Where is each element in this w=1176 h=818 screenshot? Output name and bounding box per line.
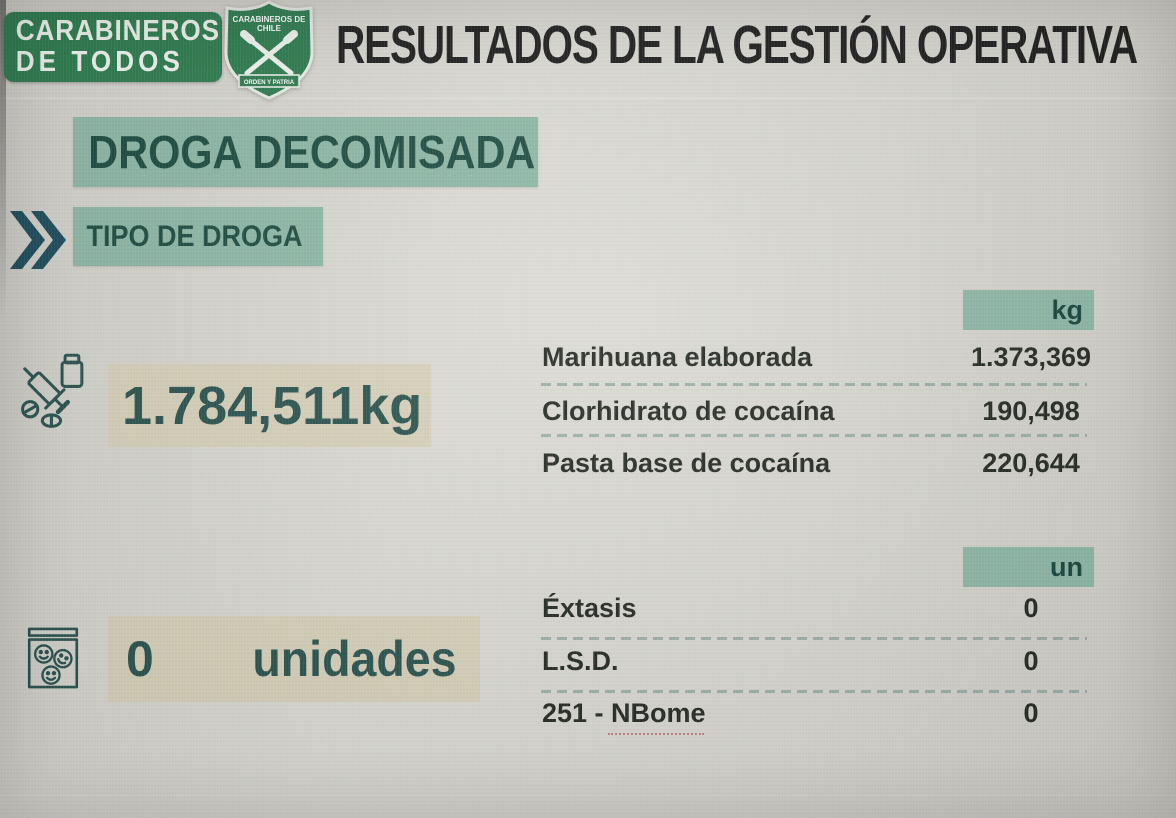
table-row-label: Éxtasis [542,593,637,623]
subheader-tipo-de-droga: TIPO DE DROGA [73,207,323,266]
photo-crease [0,794,1176,796]
total-kg-summary: 1.784,511 kg [108,364,431,447]
badge-arc-text-1: CARABINEROS DE [233,15,307,24]
table-row-label: Marihuana elaborada [542,342,813,372]
total-units-summary: 0 unidades [108,616,480,702]
badge-arc-text-2: CHILE [257,24,282,33]
units-column-header: un [963,547,1094,587]
carabineros-badge-icon: CARABINEROS DE CHILE ORDEN Y PATRIA [224,0,314,100]
smiley-pill [34,644,54,664]
table-row-label: 251 - NBome [542,698,706,728]
table-row-label: L.S.D. [542,646,619,676]
syringe-drugs-icon [21,353,84,428]
brand-line-2: DE TODOS [15,46,184,78]
section-header-label: DROGA DECOMISADA [88,126,536,178]
row-divider [541,690,1087,693]
table-row-value: 0 [1023,593,1039,623]
carabineros-brand-plate: CARABINEROS DE TODOS [4,12,222,82]
table-row-value: 0 [1023,646,1039,676]
table-row-value: 1.373,369 [970,342,1092,372]
crossed-rifles-icon [240,30,298,76]
total-kg-unit: kg [359,375,423,436]
row-divider [541,637,1087,640]
row-divider [541,383,1087,386]
spellcheck-squiggle [608,729,704,735]
total-kg-value: 1.784,511 [122,375,360,436]
kg-column-header: kg [963,290,1094,330]
total-units-value: 0 [126,631,154,687]
total-units-unit: unidades [251,631,456,687]
table-row-label: Clorhidrato de cocaína [542,396,835,426]
smiley-pill [41,665,61,685]
photo-edge-shadow [0,0,6,320]
subheader-label: TIPO DE DROGA [86,220,303,253]
double-chevron-icon [10,211,66,269]
badge-banner-text: ORDEN Y PATRIA [244,80,295,86]
table-row-label: Pasta base de cocaína [542,448,831,478]
ecstasy-bag-icon [27,627,79,689]
photo-crease [0,97,1176,99]
table-row-value: 0 [1023,698,1039,728]
table-row-value: 190,498 [982,396,1080,426]
table-row-value: 220,644 [982,448,1080,478]
section-header-droga-decomisada: DROGA DECOMISADA [73,117,538,187]
row-divider [541,434,1087,437]
page-title: RESULTADOS DE LA GESTIÓN OPERATIVA [336,15,1138,75]
brand-line-1: CARABINEROS [15,15,220,47]
smiley-pill [53,648,73,669]
